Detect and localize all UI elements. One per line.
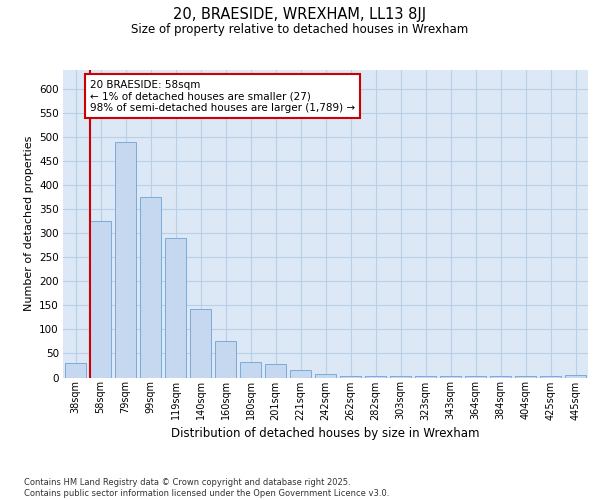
Bar <box>290 370 311 378</box>
Bar <box>315 374 336 378</box>
Bar <box>540 376 561 378</box>
Bar <box>240 362 261 378</box>
Bar <box>490 376 511 378</box>
Bar <box>190 309 211 378</box>
Bar <box>140 198 161 378</box>
Bar <box>390 376 411 378</box>
Bar <box>215 340 236 378</box>
Text: 20, BRAESIDE, WREXHAM, LL13 8JJ: 20, BRAESIDE, WREXHAM, LL13 8JJ <box>173 8 427 22</box>
Bar <box>565 375 586 378</box>
Bar <box>65 363 86 378</box>
Bar <box>415 376 436 378</box>
Bar <box>265 364 286 378</box>
Y-axis label: Number of detached properties: Number of detached properties <box>23 136 34 312</box>
Text: Size of property relative to detached houses in Wrexham: Size of property relative to detached ho… <box>131 22 469 36</box>
Text: Contains HM Land Registry data © Crown copyright and database right 2025.
Contai: Contains HM Land Registry data © Crown c… <box>24 478 389 498</box>
Bar <box>165 238 186 378</box>
Bar <box>515 376 536 378</box>
Bar <box>365 376 386 378</box>
Bar <box>90 222 111 378</box>
Bar <box>115 142 136 378</box>
Bar <box>465 376 486 378</box>
X-axis label: Distribution of detached houses by size in Wrexham: Distribution of detached houses by size … <box>171 426 480 440</box>
Text: 20 BRAESIDE: 58sqm
← 1% of detached houses are smaller (27)
98% of semi-detached: 20 BRAESIDE: 58sqm ← 1% of detached hous… <box>90 80 355 113</box>
Bar <box>340 376 361 378</box>
Bar <box>440 376 461 378</box>
